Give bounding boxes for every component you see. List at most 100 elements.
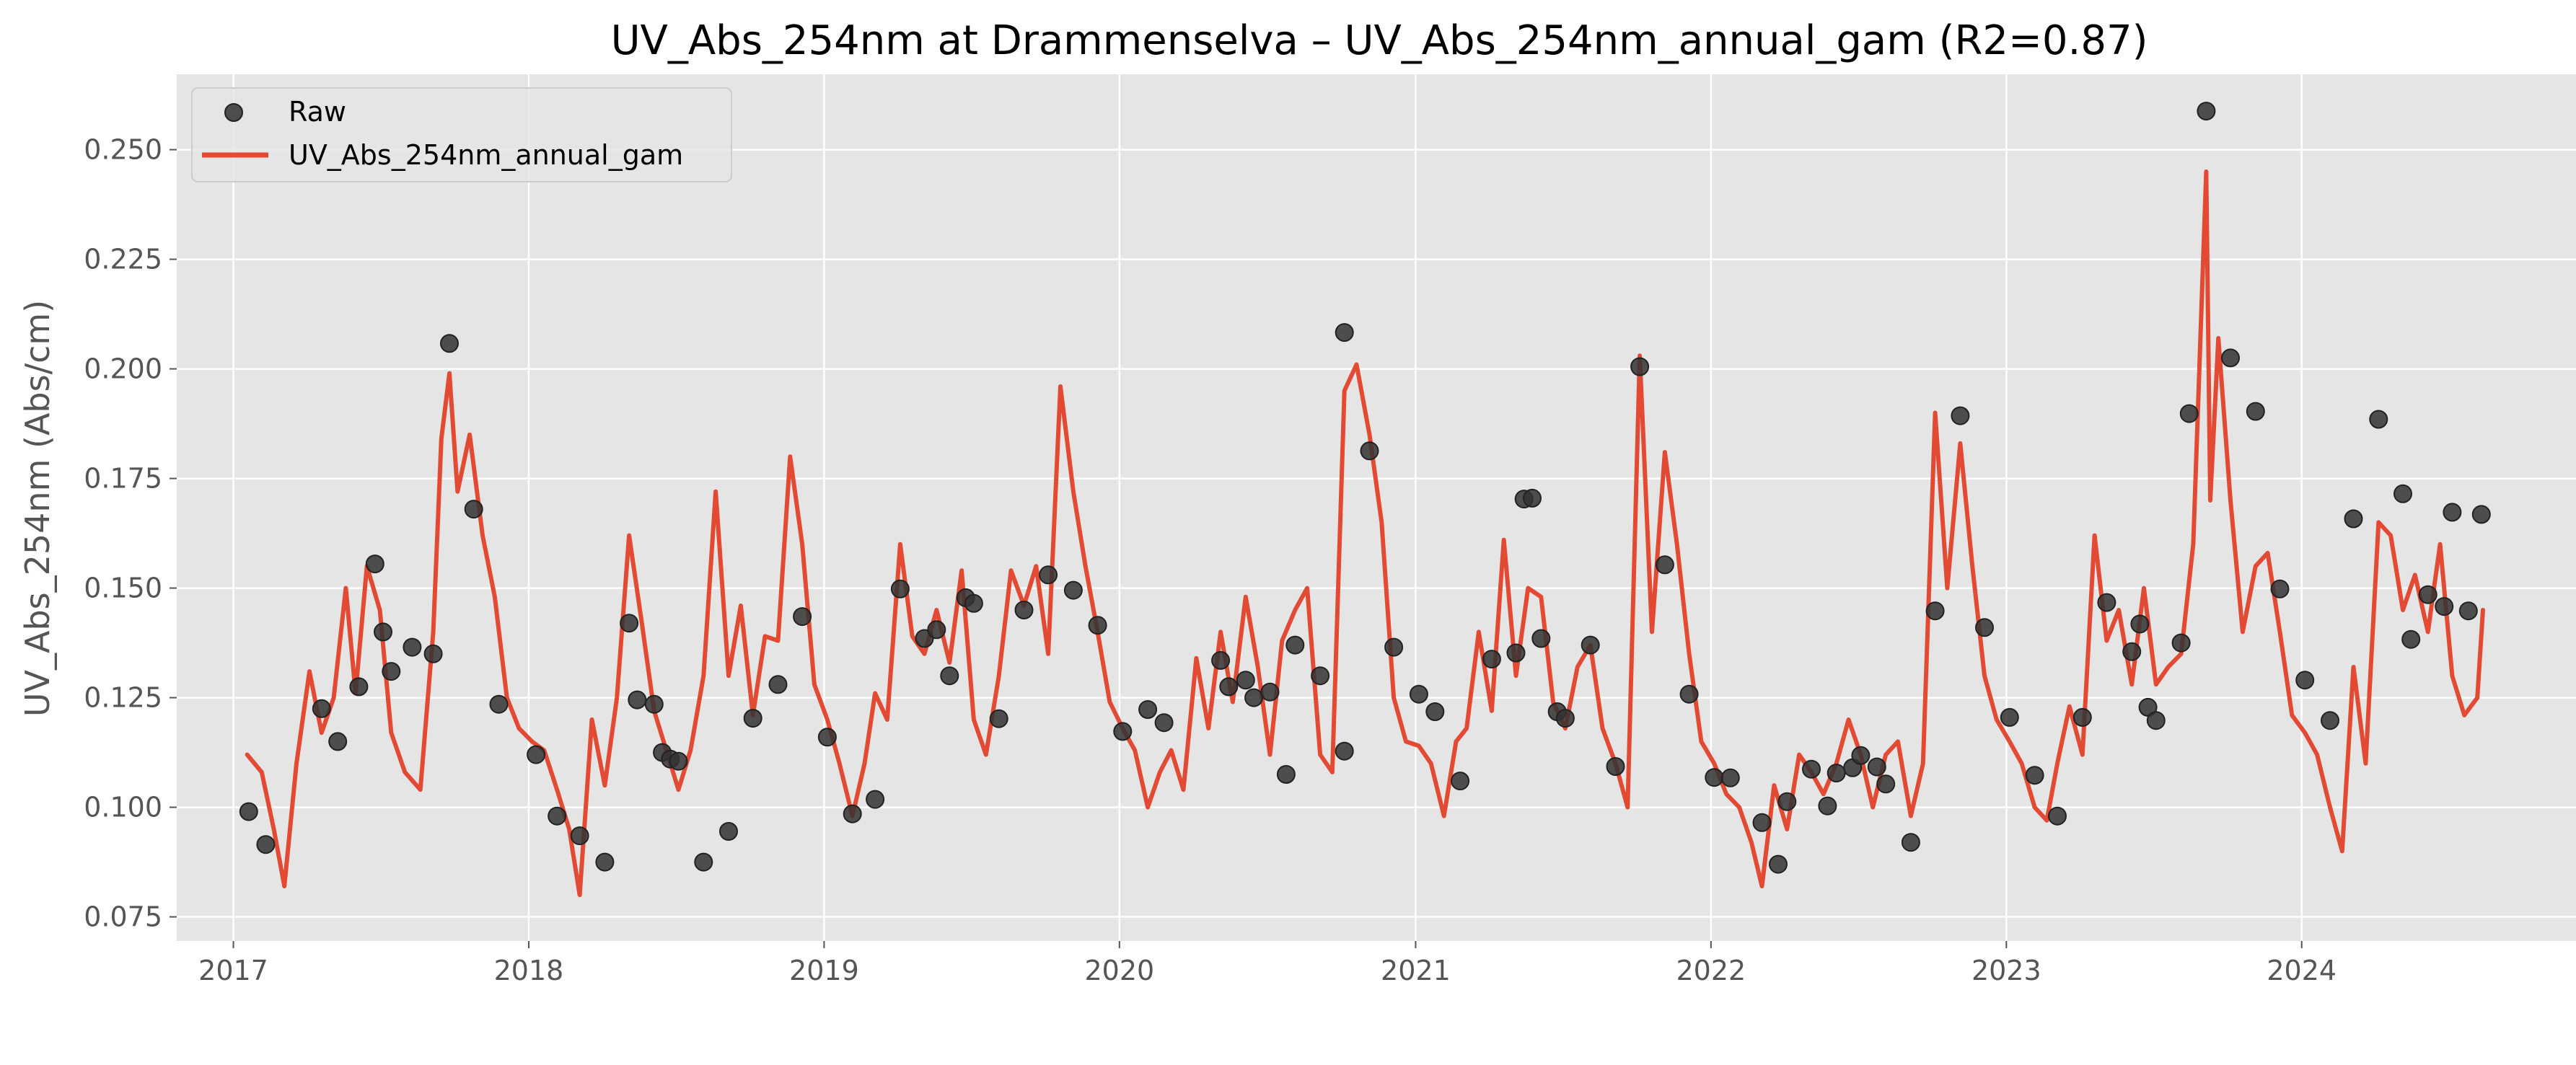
raw-data-point — [2443, 503, 2462, 522]
raw-data-point — [1360, 441, 1379, 461]
raw-data-point — [2471, 505, 2491, 524]
y-tick-label: 0.125 — [84, 682, 162, 714]
raw-data-point — [1260, 682, 1280, 702]
raw-data-point — [2246, 402, 2265, 421]
raw-data-point — [570, 826, 589, 846]
raw-data-point — [1851, 746, 1871, 765]
raw-data-point — [256, 835, 276, 854]
raw-data-point — [440, 334, 459, 353]
raw-data-point — [1219, 677, 1239, 697]
raw-data-point — [2435, 597, 2454, 617]
axis-ticks: 2017 2018 2019 2020 2021 2022 2023 2024 0.075 0.1… — [84, 134, 2337, 986]
y-tick-label: 0.175 — [84, 463, 162, 495]
raw-data-point — [527, 745, 546, 764]
raw-data-point — [817, 728, 837, 747]
raw-data-point — [1876, 774, 1896, 794]
raw-data-point — [1063, 580, 1083, 600]
raw-data-point — [1975, 618, 1994, 637]
raw-data-point — [890, 579, 910, 598]
raw-data-point — [548, 806, 567, 826]
raw-data-point — [2179, 404, 2199, 423]
raw-data-point — [866, 790, 885, 809]
raw-data-point — [2295, 671, 2315, 690]
raw-data-point — [620, 614, 639, 633]
raw-points-layer — [239, 102, 2491, 874]
raw-data-point — [1451, 772, 1470, 791]
legend-raw-marker — [224, 103, 243, 122]
x-tick-label: 2023 — [1971, 955, 2041, 986]
raw-data-point — [669, 751, 688, 771]
raw-data-point — [989, 709, 1008, 728]
raw-data-point — [694, 852, 713, 872]
raw-data-point — [374, 622, 392, 642]
raw-data-point — [1720, 768, 1740, 787]
raw-data-point — [349, 677, 369, 697]
raw-data-point — [1531, 629, 1551, 648]
raw-data-point — [644, 694, 664, 714]
x-tick-label: 2017 — [198, 955, 268, 986]
y-axis-label: UV_Abs_254nm (Abs/cm) — [18, 300, 57, 717]
raw-data-point — [328, 732, 348, 751]
y-tick-label: 0.200 — [84, 353, 162, 385]
raw-data-point — [1581, 635, 1600, 655]
raw-data-point — [628, 690, 647, 710]
raw-data-point — [1752, 813, 1772, 832]
raw-data-point — [2048, 806, 2067, 826]
raw-data-point — [1014, 601, 1034, 619]
chart-title: UV_Abs_254nm at Drammenselva – UV_Abs_25… — [611, 17, 2148, 64]
raw-data-point — [1606, 757, 1625, 776]
raw-data-point — [2270, 579, 2290, 598]
raw-data-point — [2000, 707, 2019, 727]
raw-data-point — [2072, 707, 2092, 727]
raw-data-point — [1409, 684, 1428, 704]
raw-data-point — [312, 699, 331, 718]
raw-data-point — [1777, 792, 1797, 811]
legend-gam-label: UV_Abs_254nm_annual_gam — [289, 139, 683, 171]
raw-data-point — [1276, 765, 1296, 784]
raw-data-point — [843, 804, 862, 823]
raw-data-point — [1925, 601, 1945, 621]
y-tick-label: 0.225 — [84, 244, 162, 275]
raw-data-point — [2097, 593, 2116, 612]
raw-data-point — [1867, 757, 1886, 777]
legend-raw-label: Raw — [289, 96, 346, 128]
x-tick-label: 2019 — [789, 955, 859, 986]
plot-background — [177, 74, 2576, 941]
raw-data-point — [2321, 711, 2339, 730]
raw-data-point — [927, 620, 946, 640]
x-tick-label: 2022 — [1676, 955, 1746, 986]
gridlines — [177, 74, 2576, 941]
raw-data-point — [1802, 759, 1821, 779]
raw-data-point — [1285, 635, 1305, 655]
raw-data-point — [1818, 796, 1837, 816]
raw-data-point — [1039, 565, 1058, 585]
raw-data-point — [1901, 833, 1920, 852]
raw-data-point — [1244, 688, 1264, 707]
raw-data-point — [1555, 709, 1575, 728]
y-tick-label: 0.150 — [84, 573, 162, 604]
raw-data-point — [1482, 650, 1501, 669]
y-tick-label: 0.250 — [84, 134, 162, 166]
raw-data-point — [2130, 614, 2150, 634]
x-tick-label: 2020 — [1084, 955, 1154, 986]
raw-data-point — [768, 675, 788, 694]
y-tick-label: 0.100 — [84, 792, 162, 823]
raw-data-point — [423, 644, 443, 663]
raw-data-point — [464, 500, 483, 519]
raw-data-point — [1523, 488, 1542, 508]
raw-data-point — [2458, 601, 2478, 621]
raw-data-point — [1506, 643, 1526, 663]
raw-data-point — [382, 662, 401, 681]
legend-box — [191, 87, 732, 182]
x-tick-label: 2021 — [1381, 955, 1451, 986]
gam-series-line — [245, 169, 2485, 898]
legend: Raw UV_Abs_254nm_annual_gam — [191, 87, 732, 182]
raw-data-point — [2401, 629, 2421, 649]
raw-data-point — [365, 554, 384, 574]
raw-data-point — [1769, 854, 1788, 874]
raw-data-point — [1655, 555, 1674, 575]
gam-line-layer — [245, 169, 2485, 898]
raw-data-point — [1705, 768, 1724, 787]
raw-data-point — [743, 709, 762, 728]
